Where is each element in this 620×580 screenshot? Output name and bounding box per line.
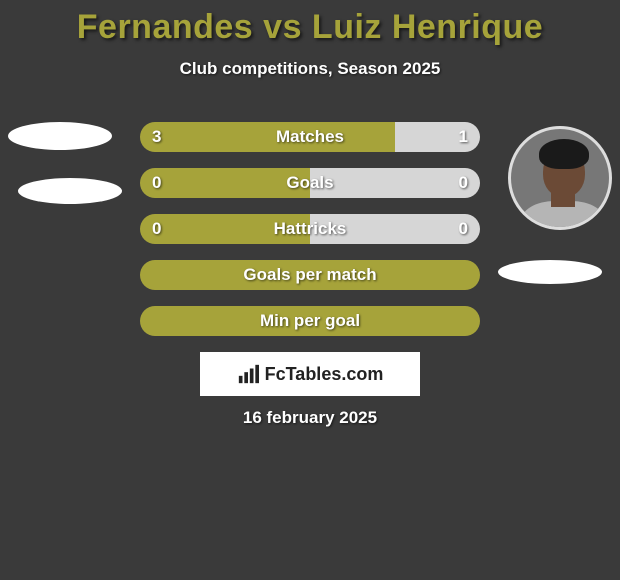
placeholder-ellipse <box>18 178 122 204</box>
page-title: Fernandes vs Luiz Henrique <box>0 0 620 47</box>
stat-bar: Hattricks00 <box>140 214 480 244</box>
bar-left-fill <box>140 168 310 198</box>
placeholder-ellipse <box>498 260 602 284</box>
placeholder-ellipse <box>8 122 112 150</box>
bar-right-fill <box>310 168 480 198</box>
date-text: 16 february 2025 <box>0 408 620 428</box>
attribution-text: FcTables.com <box>265 364 384 385</box>
bar-right-fill <box>310 214 480 244</box>
bar-left-fill <box>140 260 480 290</box>
bar-left-fill <box>140 306 480 336</box>
stat-bar: Goals per match <box>140 260 480 290</box>
bar-left-fill <box>140 122 395 152</box>
stat-bar: Matches31 <box>140 122 480 152</box>
bar-chart-icon <box>237 363 259 385</box>
bar-left-fill <box>140 214 310 244</box>
stat-bar: Goals00 <box>140 168 480 198</box>
player-right-avatar <box>508 126 612 230</box>
subtitle: Club competitions, Season 2025 <box>0 59 620 79</box>
bar-right-fill <box>395 122 480 152</box>
comparison-infographic: Fernandes vs Luiz Henrique Club competit… <box>0 0 620 580</box>
stat-bar: Min per goal <box>140 306 480 336</box>
attribution-badge: FcTables.com <box>200 352 420 396</box>
comparison-bars: Matches31 Goals00 Hattricks00 Goals per mat… <box>140 122 480 352</box>
